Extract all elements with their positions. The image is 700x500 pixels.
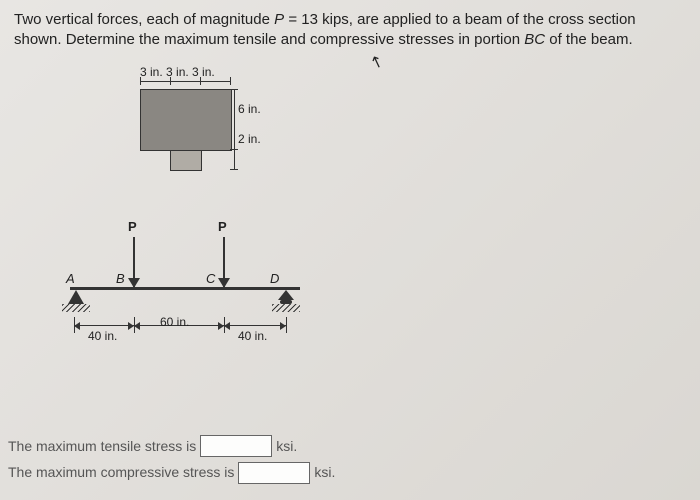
cs-dim-2in: 2 in. — [238, 129, 261, 149]
cs-htick — [230, 169, 238, 170]
cs-tick — [140, 77, 141, 85]
unit-ksi: ksi. — [276, 433, 297, 460]
cs-flange — [140, 89, 232, 151]
var-p: P — [274, 11, 284, 28]
force-arrow-b — [133, 237, 135, 287]
cs-htick — [230, 149, 238, 150]
cs-top-dimensions: 3 in. 3 in. 3 in. — [140, 65, 215, 79]
force-arrow-c — [223, 237, 225, 287]
dim-ab-label: 40 in. — [88, 329, 117, 343]
tensile-input[interactable] — [200, 435, 272, 457]
dim-cd-line — [224, 325, 286, 326]
cs-htick — [230, 89, 238, 90]
compressive-label: The maximum compressive stress is — [8, 459, 234, 486]
cs-dim-6in: 6 in. — [238, 89, 261, 129]
tensile-row: The maximum tensile stress is ksi. — [8, 433, 335, 460]
support-pin-a — [68, 290, 84, 304]
tensile-label: The maximum tensile stress is — [8, 433, 196, 460]
point-a-label: A — [66, 271, 75, 286]
beam-loading-diagram: P P A B C D 40 in. 60 in. 40 in. — [60, 217, 320, 367]
text: = — [284, 11, 301, 28]
cross-section-diagram: 3 in. 3 in. 3 in. 6 in. 2 in. — [110, 67, 290, 187]
text: of the beam. — [545, 31, 633, 48]
segment-bc: BC — [524, 31, 545, 48]
cs-tick — [200, 77, 201, 85]
point-c-label: C — [206, 271, 215, 286]
point-b-label: B — [116, 271, 125, 286]
cs-top-dim-line — [140, 81, 230, 82]
force-label-c: P — [218, 219, 227, 234]
compressive-row: The maximum compressive stress is ksi. — [8, 459, 335, 486]
p-value: 13 kips — [301, 11, 349, 28]
force-label-b: P — [128, 219, 137, 234]
dim-tick — [286, 317, 287, 333]
text: Two vertical forces, each of magnitude — [14, 11, 274, 28]
dim-ab-line — [74, 325, 134, 326]
point-d-label: D — [270, 271, 279, 286]
support-roller-d — [278, 290, 294, 304]
answer-area: The maximum tensile stress is ksi. The m… — [8, 433, 335, 486]
beam-axis — [70, 287, 300, 290]
cs-tick — [170, 77, 171, 85]
problem-statement: Two vertical forces, each of magnitude P… — [0, 0, 700, 57]
cs-right-dim-line — [234, 89, 235, 169]
dim-bc-label: 60 in. — [160, 315, 189, 329]
unit-ksi: ksi. — [314, 459, 335, 486]
ground-hatch-d — [272, 304, 300, 312]
cs-right-dimensions: 6 in. 2 in. — [238, 89, 261, 149]
cs-tick — [230, 77, 231, 85]
dim-cd-label: 40 in. — [238, 329, 267, 343]
compressive-input[interactable] — [238, 462, 310, 484]
figure-area: 3 in. 3 in. 3 in. 6 in. 2 in. P P A B C … — [60, 57, 380, 397]
ground-hatch-a — [62, 304, 90, 312]
